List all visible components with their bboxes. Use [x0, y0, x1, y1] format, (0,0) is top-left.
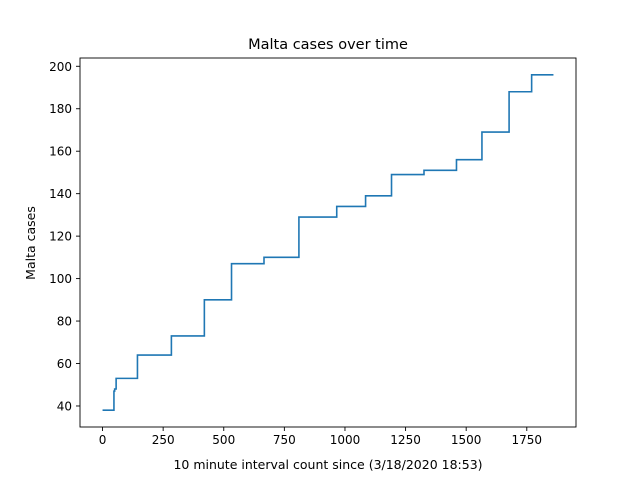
y-tick-label: 80 — [57, 315, 72, 329]
x-axis-label: 10 minute interval count since (3/18/202… — [173, 457, 482, 472]
plot-area — [79, 57, 577, 428]
x-tick-label: 1500 — [451, 433, 482, 447]
chart-title: Malta cases over time — [248, 37, 408, 53]
series-line — [102, 73, 554, 412]
y-tick-label: 180 — [49, 102, 72, 116]
y-tick-label: 140 — [49, 187, 72, 201]
plot-frame — [79, 57, 577, 428]
x-tick-label: 1250 — [390, 433, 421, 447]
x-tick-label: 500 — [212, 433, 235, 447]
x-tick-label: 0 — [99, 433, 107, 447]
y-tick-label: 200 — [49, 60, 72, 74]
y-tick-label: 60 — [57, 357, 72, 371]
y-tick-label: 100 — [49, 272, 72, 286]
y-axis-label: Malta cases — [23, 206, 38, 280]
y-axis: 40 60 80 100 120 140 160 180 200 — [49, 60, 80, 413]
y-tick-label: 40 — [57, 399, 72, 413]
x-tick-label: 750 — [273, 433, 296, 447]
y-tick-label: 160 — [49, 145, 72, 159]
x-tick-label: 250 — [152, 433, 175, 447]
x-tick-label: 1750 — [512, 433, 543, 447]
x-axis: 0 250 500 750 1000 1250 1500 1750 — [99, 427, 542, 447]
x-tick-label: 1000 — [330, 433, 361, 447]
y-tick-label: 120 — [49, 230, 72, 244]
